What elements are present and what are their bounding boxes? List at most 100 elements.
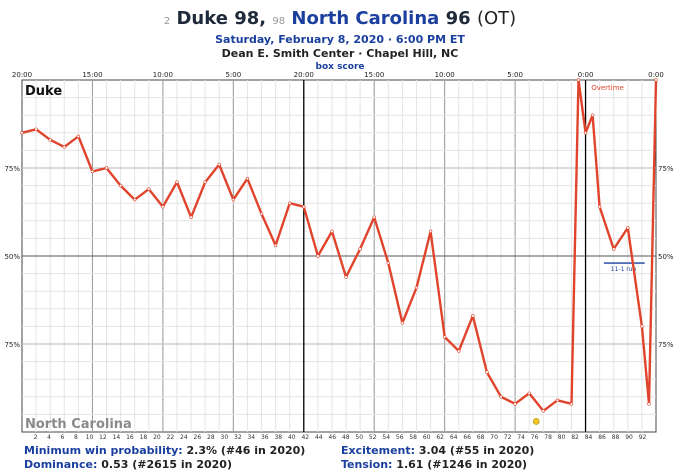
bottom-tick-label: 2 [34,434,38,441]
data-point [485,370,489,374]
y-tick-label-left: 50% [4,253,20,261]
bottom-tick-label: 36 [261,434,269,441]
bottom-tick-label: 16 [126,434,134,441]
bottom-tick-label: 22 [167,434,175,441]
bottom-tick-label: 40 [288,434,296,441]
bottom-tick-label: 74 [517,434,525,441]
bottom-tick-label: 68 [477,434,485,441]
excitement-label: Excitement: [341,444,416,457]
data-point [569,402,574,406]
box-score-link[interactable]: box score [315,62,365,72]
overtime-tag: (OT) [476,8,517,29]
data-point [20,131,24,135]
data-point [189,215,193,219]
data-point [231,197,236,202]
data-point [654,78,658,82]
overtime-label: Overtime [591,84,624,92]
bottom-tick-label: 92 [639,434,647,441]
data-point [147,187,151,191]
bottom-tick-label: 8 [74,434,78,441]
data-point [442,335,447,339]
bottom-tick-label: 70 [490,434,498,441]
bottom-tick-label: 30 [221,434,229,441]
bottom-tick-label: 90 [625,434,633,441]
top-time-label: 20:00 [294,71,314,79]
stats-right: Excitement: 3.04 (#55 in 2020) Tension: … [341,444,534,472]
top-time-label: 10:00 [435,71,455,79]
top-team-label: Duke [25,84,62,99]
data-point [576,78,581,82]
y-tick-label-right: 50% [658,253,674,261]
top-time-label: 15:00 [364,71,384,79]
game-header: 2 Duke 98, 98 North Carolina 96 (OT) Sat… [0,0,680,74]
top-time-label: 5:00 [507,71,523,79]
bottom-tick-label: 44 [315,434,323,441]
bottom-tick-label: 86 [598,434,606,441]
bottom-tick-label: 32 [234,434,242,441]
min-win-prob-value: 2.3% (#46 in 2020) [186,444,306,457]
data-point [344,275,348,279]
bottom-tick-label: 76 [531,434,539,441]
bottom-tick-label: 18 [140,434,148,441]
bottom-tick-label: 38 [274,434,282,441]
bottom-tick-label: 54 [382,434,390,441]
data-point [273,243,278,248]
bottom-tick-label: 28 [207,434,215,441]
min-win-prob-label: Minimum win probability: [24,444,183,457]
top-time-label: 20:00 [12,71,32,79]
data-point [358,247,362,251]
game-date: Saturday, February 8, 2020 · 6:00 PM ET [215,33,465,46]
data-point [90,169,95,174]
data-point [647,402,651,406]
bottom-tick-label: 56 [396,434,404,441]
excitement-value: 3.04 (#55 in 2020) [418,444,535,457]
bottom-tick-label: 52 [369,434,377,441]
dominance-value: 0.53 (#2615 in 2020) [101,458,232,471]
away-seed: 2 [163,16,171,27]
bottom-tick-label: 26 [194,434,202,441]
data-point [62,145,66,149]
data-point [316,254,320,258]
data-point [527,391,531,395]
data-point [597,205,602,209]
top-time-label: 5:00 [225,71,241,79]
data-point [372,215,376,219]
tension-value: 1.61 (#1246 in 2020) [396,458,528,471]
data-point [118,183,123,188]
bottom-tick-label: 6 [61,434,65,441]
bottom-tick-label: 24 [180,434,188,441]
data-point [217,162,221,167]
data-point [34,127,38,131]
top-time-label: 0:00 [648,71,664,79]
data-point [513,402,517,406]
data-point [245,176,250,181]
data-point [175,180,179,184]
y-tick-label-right: 75% [658,341,674,349]
data-point [386,261,391,265]
y-tick-label-left: 75% [4,341,20,349]
bottom-tick-label: 48 [342,434,350,441]
data-point [541,409,545,413]
top-time-label: 0:00 [578,71,594,79]
data-point [400,321,405,325]
data-point [414,285,419,290]
bottom-tick-label: 34 [247,434,255,441]
data-point [330,229,334,234]
bottom-tick-label: 62 [436,434,444,441]
y-tick-label-right: 75% [658,165,674,173]
tension-label: Tension: [341,458,393,471]
away-score: 98, [234,8,267,29]
data-point [302,205,306,209]
stats-left: Minimum win probability: 2.3% (#46 in 20… [24,444,305,472]
data-point [640,324,644,329]
bottom-tick-label: 64 [450,434,458,441]
bottom-tick-label: 88 [612,434,620,441]
top-time-label: 10:00 [153,71,173,79]
bottom-tick-label: 46 [328,434,336,441]
y-tick-label-left: 75% [4,165,20,173]
away-team-name[interactable]: Duke [176,8,228,29]
data-point [590,113,595,117]
data-point [133,197,137,202]
home-team-name[interactable]: North Carolina [291,8,440,29]
